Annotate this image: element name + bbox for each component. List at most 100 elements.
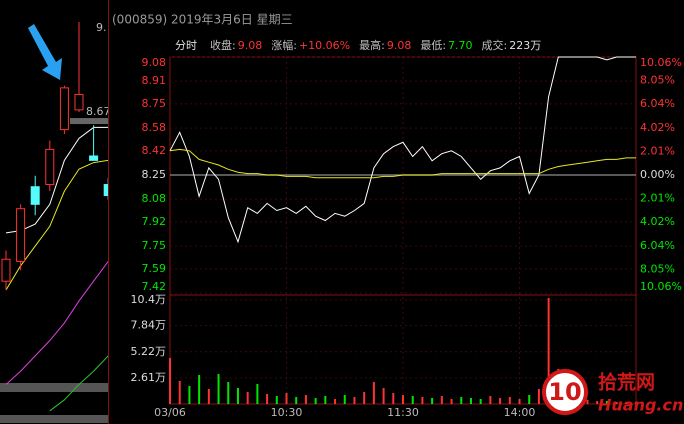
arrow xyxy=(28,24,62,80)
volume-bar xyxy=(635,402,637,404)
candle-body xyxy=(1,258,11,282)
panel-bar xyxy=(0,415,108,423)
volume-bar xyxy=(499,398,502,404)
volume-bar xyxy=(324,396,327,404)
y2-tick-label: 4.02% xyxy=(640,121,675,134)
y-tick-label: 8.42 xyxy=(142,144,167,157)
volume-bar xyxy=(314,398,317,404)
info-label: 最低: xyxy=(420,39,446,52)
volume-bar xyxy=(431,398,434,404)
y-tick-label: 7.75 xyxy=(142,239,167,252)
volume-bar xyxy=(246,392,249,404)
y-tick-label: 7.42 xyxy=(142,280,167,293)
y2-tick-label: 2.01% xyxy=(640,144,675,157)
volume-tick-label: 7.84万 xyxy=(131,319,167,332)
volume-bar xyxy=(343,395,346,404)
info-label: 成交: xyxy=(482,38,508,52)
intraday-panel xyxy=(108,0,684,424)
volume-bar xyxy=(198,375,201,404)
volume-bar xyxy=(363,392,366,404)
volume-bar xyxy=(236,388,239,404)
info-value: 9.08 xyxy=(238,39,263,52)
volume-bar xyxy=(489,396,492,404)
volume-bar xyxy=(353,397,356,404)
volume-bar xyxy=(372,382,375,404)
info-label: 最高: xyxy=(359,38,385,52)
info-value: +10.06% xyxy=(299,39,350,52)
price-line xyxy=(169,56,636,244)
y2-tick-label: 10.06% xyxy=(640,56,682,69)
volume-bar xyxy=(169,358,171,404)
volume-bar xyxy=(266,394,269,404)
info-value: 9.08 xyxy=(387,39,412,52)
volume-bar xyxy=(295,397,298,404)
volume-bar xyxy=(479,399,482,404)
volume-bar xyxy=(334,399,337,404)
y-tick-label: 8.75 xyxy=(142,97,167,110)
ma-line xyxy=(49,355,108,412)
y-tick-label: 8.08 xyxy=(142,192,167,205)
y2-tick-label: 4.02% xyxy=(640,215,675,228)
volume-bar xyxy=(227,382,230,404)
y2-tick-label: 8.05% xyxy=(640,262,675,275)
volume-bar xyxy=(392,393,395,404)
volume-bar xyxy=(411,396,414,404)
volume-bar xyxy=(285,393,288,404)
volume-bar xyxy=(615,402,618,404)
volume-tick-label: 5.22万 xyxy=(131,345,167,358)
volume-bar xyxy=(469,398,472,404)
volume-bar xyxy=(188,386,191,404)
volume-bar xyxy=(625,402,628,404)
candle-body xyxy=(30,186,40,205)
y2-tick-label: 6.04% xyxy=(640,97,675,110)
info-label: 收盘: xyxy=(210,38,236,52)
volume-bar xyxy=(440,396,443,404)
info-value: 223万 xyxy=(509,39,541,52)
volume-bar xyxy=(421,397,424,404)
x-tick-label: 14:00 xyxy=(504,406,536,419)
logo-text: 10 xyxy=(548,378,581,406)
volume-bar xyxy=(450,399,453,404)
candle-body xyxy=(16,208,26,262)
volume-bar xyxy=(460,397,463,404)
y-tick-label: 7.92 xyxy=(142,215,167,228)
volume-bar xyxy=(528,395,531,404)
average-line xyxy=(169,148,636,179)
site-name: 拾荒网 xyxy=(598,371,655,394)
volume-bar xyxy=(508,397,511,404)
x-tick-label: 03/06 xyxy=(154,406,186,419)
volume-bar xyxy=(547,298,550,404)
y2-tick-label: 8.05% xyxy=(640,74,675,87)
y-tick-label: 8.91 xyxy=(142,74,167,87)
ma-line xyxy=(5,159,108,291)
y2-tick-label: 2.01% xyxy=(640,192,675,205)
volume-tick-label: 2.61万 xyxy=(131,371,167,384)
tab: 分时 xyxy=(175,39,197,52)
volume-bar xyxy=(382,388,385,404)
volume-bar xyxy=(275,396,278,404)
volume-bar xyxy=(178,381,181,404)
volume-bar xyxy=(256,384,259,404)
y-tick-label: 9.08 xyxy=(142,56,167,69)
logo xyxy=(542,369,588,415)
watermark: 10 拾荒网 Huang.cn xyxy=(542,369,683,415)
y2-tick-label: 0.00% xyxy=(640,168,675,181)
annotation: 8.67 xyxy=(86,105,111,118)
y2-tick-label: 10.06% xyxy=(640,280,682,293)
volume-bar xyxy=(518,399,521,404)
kline-panel: 9. 8.67 xyxy=(0,21,111,423)
x-tick-label: 10:30 xyxy=(271,406,303,419)
annotation: 9. xyxy=(96,21,107,34)
y-tick-label: 8.25 xyxy=(142,168,167,181)
ma-line xyxy=(5,261,108,385)
volume-bar xyxy=(402,395,404,404)
volume-bar xyxy=(537,389,540,404)
candle-body xyxy=(89,155,99,161)
volume-bar xyxy=(605,401,608,404)
info-value: 7.70 xyxy=(448,39,473,52)
volume-bar xyxy=(217,374,220,404)
panel-bar xyxy=(0,383,108,392)
volume-bar xyxy=(207,389,210,404)
site-url: Huang.cn xyxy=(598,396,683,415)
y-tick-label: 8.58 xyxy=(142,121,167,134)
